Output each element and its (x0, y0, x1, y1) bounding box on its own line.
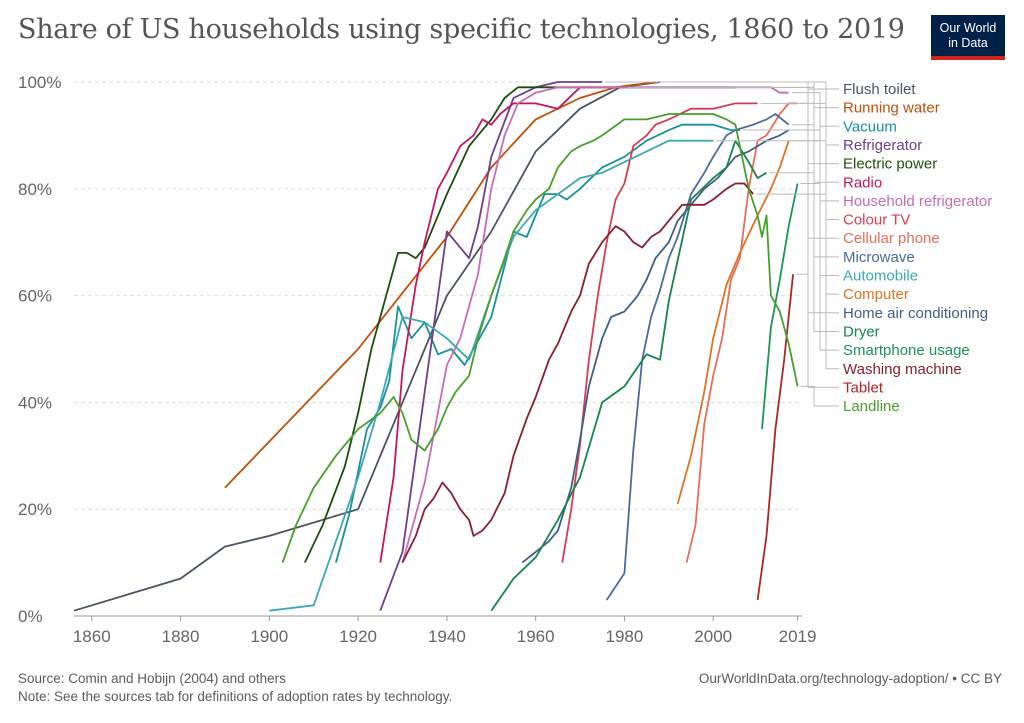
series-line-1 (224, 81, 656, 489)
x-tick-label: 1860 (73, 627, 111, 646)
logo-line-2: in Data (948, 36, 988, 50)
logo-line-1: Our World (939, 21, 997, 35)
series-line-7 (561, 102, 758, 563)
legend-label: Automobile (843, 268, 918, 285)
series-line-9 (605, 113, 790, 601)
legend-label: Landline (843, 398, 900, 415)
x-tick-label: 1900 (250, 627, 288, 646)
series-line-3 (379, 81, 603, 612)
x-tick-label: 1960 (517, 627, 555, 646)
legend-connectors (605, 81, 839, 407)
legend-connector (756, 193, 839, 370)
legend-connector (760, 102, 839, 221)
legend-connector (800, 385, 839, 407)
x-tick-label: 1940 (428, 627, 466, 646)
legend-label: Smartphone usage (843, 342, 970, 359)
legend-label: Flush toilet (843, 81, 916, 98)
y-tick-label: 60% (18, 287, 52, 306)
legend-label: Microwave (843, 249, 915, 266)
legend-label: Electric power (843, 156, 937, 173)
legend-connector (791, 92, 839, 202)
series-line-12 (521, 129, 790, 564)
x-tick-label: 1980 (606, 627, 644, 646)
legend-label: Running water (843, 100, 940, 117)
y-tick-label: 0% (18, 607, 43, 626)
legend-label: Refrigerator (843, 137, 922, 154)
series-line-5 (379, 86, 625, 563)
series-line-13 (490, 139, 767, 612)
legend-label: Tablet (843, 379, 884, 396)
source-note: Source: Comin and Hobijn (2004) and othe… (18, 671, 286, 686)
legend-label: Vacuum (843, 118, 897, 135)
legend-label: Household refrigerator (843, 193, 992, 210)
x-tick-label: 1920 (339, 627, 377, 646)
series-line-11 (676, 140, 790, 505)
legend-label: Washing machine (843, 361, 962, 378)
legend-label: Colour TV (843, 212, 910, 229)
y-tick-label: 100% (18, 73, 61, 92)
legend-connector (769, 172, 839, 332)
series-line-10 (269, 139, 714, 612)
y-tick-label: 20% (18, 500, 52, 519)
x-tick-label: 2019 (779, 627, 817, 646)
legend-connector (791, 129, 839, 314)
legend-label: Home air conditioning (843, 305, 988, 322)
legend-connector (796, 273, 839, 388)
series-line-4 (303, 86, 736, 563)
series-lines (73, 81, 799, 612)
legend-label: Radio (843, 174, 882, 191)
legend-connector (742, 125, 839, 131)
x-tick-label: 1880 (162, 627, 200, 646)
y-tick-label: 80% (18, 180, 52, 199)
x-tick-label: 2000 (694, 627, 732, 646)
legend-label: Cellular phone (843, 230, 940, 247)
series-line-15 (401, 182, 754, 564)
x-axis: 1860 1880 1900 1920 1940 1960 1980 2000 2019 (73, 615, 817, 646)
series-line-6 (401, 86, 789, 563)
series-line-0 (73, 81, 661, 612)
definitions-note: Note: See the sources tab for definition… (18, 689, 453, 704)
our-world-in-data-logo[interactable]: Our World in Data (931, 15, 1005, 60)
legend-connector (800, 182, 839, 351)
legend-label: Dryer (843, 323, 880, 340)
y-tick-label: 40% (18, 393, 52, 412)
chart-title: Share of US households using specific te… (18, 14, 905, 45)
legend-connector (716, 140, 839, 276)
legend-label: Computer (843, 286, 909, 303)
series-line-14 (761, 183, 799, 430)
y-axis-ticks: 0% 20% 40% 60% 80% 100% (18, 73, 61, 626)
source-link[interactable]: OurWorldInData.org/technology-adoption/ … (698, 671, 1002, 686)
series-line-16 (756, 274, 794, 601)
legend-connector (605, 81, 839, 146)
series-line-17 (281, 113, 799, 563)
series-line-8 (685, 102, 798, 563)
